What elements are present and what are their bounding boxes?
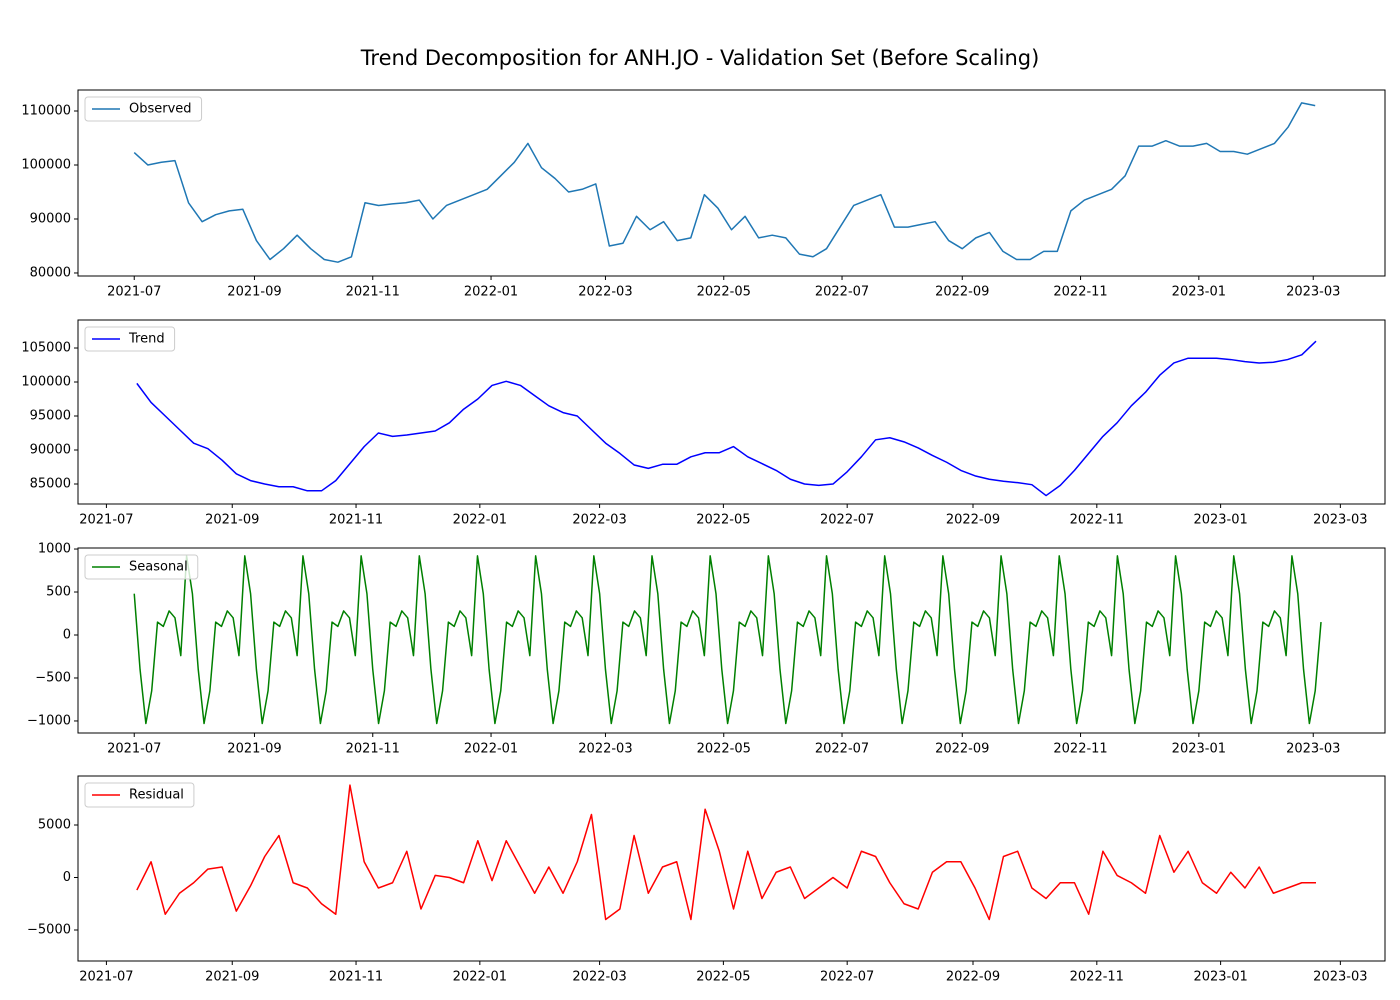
legend-label: Seasonal (129, 560, 188, 575)
legend: Trend (84, 326, 176, 352)
y-tick-label: −500 (35, 670, 71, 685)
legend-box (84, 326, 176, 352)
y-tick-label: 110000 (21, 104, 71, 119)
y-tick-label: 0 (63, 627, 71, 642)
x-tick-label: 2022-03 (572, 970, 626, 985)
x-tick-label: 2023-01 (1193, 970, 1247, 985)
legend-box (84, 96, 203, 122)
plot-area (133, 102, 1316, 263)
y-tick-label: 1000 (38, 542, 71, 557)
y-tick-label: 90000 (30, 443, 71, 458)
x-tick-label: 2022-03 (578, 742, 632, 757)
x-tick-label: 2022-05 (696, 970, 750, 985)
x-tick-label: 2021-07 (79, 970, 133, 985)
series-line (133, 102, 1316, 263)
x-tick-label: 2021-09 (205, 513, 259, 528)
x-tick-label: 2023-03 (1286, 742, 1340, 757)
subplot: 2021-07 2021-09 2021-11 2022-01 2022-03 2022-… (21, 89, 1386, 300)
subplot: 2021-07 2021-09 2021-11 2022-01 2022-03 2022-… (21, 319, 1386, 528)
axes-frame (77, 775, 1386, 962)
legend-label: Observed (129, 102, 192, 117)
x-tick-label: 2021-07 (107, 285, 161, 300)
x-tick-label: 2023-03 (1313, 513, 1367, 528)
figure-title: Trend Decomposition for ANH.JO - Validat… (360, 46, 1040, 70)
legend: Residual (84, 782, 195, 808)
x-tick-label: 2022-11 (1070, 513, 1124, 528)
x-tick-label: 2022-01 (453, 970, 507, 985)
axes-frame (77, 547, 1386, 734)
subplot: 2021-07 2021-09 2021-11 2022-01 2022-03 2022-… (27, 542, 1386, 757)
y-tick-label: 100000 (21, 375, 71, 390)
x-tick-label: 2022-03 (578, 285, 632, 300)
x-tick-label: 2022-05 (697, 742, 751, 757)
plot-area (133, 555, 1322, 725)
x-tick-label: 2022-05 (697, 285, 751, 300)
axes-frame (77, 89, 1386, 277)
x-tick-label: 2021-09 (227, 742, 281, 757)
legend-label: Residual (129, 788, 184, 803)
y-tick-label: 0 (63, 870, 71, 885)
x-tick-label: 2022-11 (1053, 742, 1107, 757)
legend: Seasonal (84, 554, 199, 580)
x-tick-label: 2023-01 (1172, 742, 1226, 757)
x-tick-label: 2023-01 (1193, 513, 1247, 528)
x-tick-label: 2021-11 (346, 285, 400, 300)
x-tick-label: 2022-01 (464, 285, 518, 300)
x-tick-label: 2021-09 (227, 285, 281, 300)
x-tick-label: 2022-05 (696, 513, 750, 528)
y-tick-label: −5000 (27, 923, 71, 938)
subplot: 2021-07 2021-09 2021-11 2022-01 2022-03 2022-… (27, 775, 1386, 985)
x-tick-label: 2021-11 (346, 742, 400, 757)
x-tick-label: 2021-07 (107, 742, 161, 757)
x-tick-label: 2023-03 (1286, 285, 1340, 300)
x-tick-label: 2022-07 (815, 742, 869, 757)
plot-area (136, 340, 1317, 497)
x-tick-label: 2022-01 (453, 513, 507, 528)
x-tick-label: 2021-09 (205, 970, 259, 985)
x-tick-label: 2022-11 (1053, 285, 1107, 300)
x-tick-label: 2022-07 (815, 285, 869, 300)
legend: Observed (84, 96, 203, 122)
x-tick-label: 2022-09 (935, 742, 989, 757)
axes-frame (77, 319, 1386, 505)
x-tick-label: 2021-07 (79, 513, 133, 528)
series-line (136, 340, 1317, 497)
x-tick-label: 2022-07 (820, 513, 874, 528)
legend-box (84, 554, 199, 580)
series-line (136, 784, 1316, 921)
x-tick-label: 2022-09 (946, 970, 1000, 985)
y-tick-label: 80000 (30, 265, 71, 280)
x-tick-label: 2022-11 (1070, 970, 1124, 985)
x-tick-label: 2021-11 (329, 970, 383, 985)
y-tick-label: 5000 (38, 818, 71, 833)
y-tick-label: −1000 (27, 713, 71, 728)
x-tick-label: 2021-11 (329, 513, 383, 528)
y-tick-label: 100000 (21, 157, 71, 172)
x-tick-label: 2023-03 (1313, 970, 1367, 985)
legend-label: Trend (128, 332, 165, 347)
x-tick-label: 2023-01 (1172, 285, 1226, 300)
x-tick-label: 2022-09 (935, 285, 989, 300)
y-tick-label: 95000 (30, 409, 71, 424)
series-line (133, 555, 1322, 725)
x-tick-label: 2022-01 (464, 742, 518, 757)
legend-box (84, 782, 195, 808)
x-tick-label: 2022-03 (572, 513, 626, 528)
y-tick-label: 500 (46, 585, 71, 600)
y-tick-label: 105000 (21, 341, 71, 356)
plot-area (136, 784, 1316, 921)
y-tick-label: 85000 (30, 477, 71, 492)
x-tick-label: 2022-09 (946, 513, 1000, 528)
y-tick-label: 90000 (30, 211, 71, 226)
x-tick-label: 2022-07 (820, 970, 874, 985)
